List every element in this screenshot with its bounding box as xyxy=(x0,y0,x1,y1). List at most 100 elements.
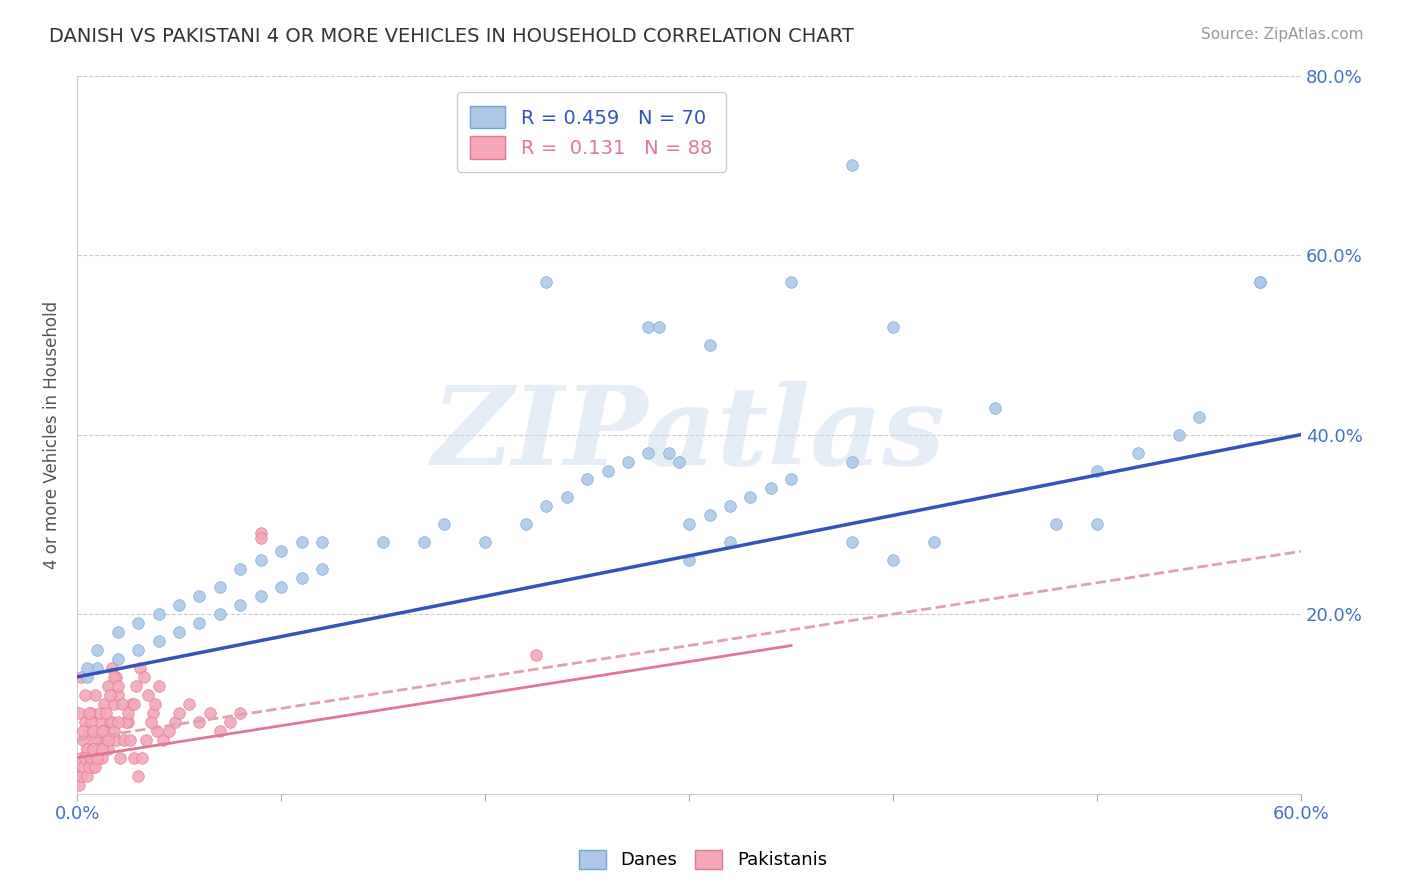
Point xyxy=(84,732,107,747)
Point xyxy=(148,679,170,693)
Point xyxy=(127,616,149,631)
Point xyxy=(79,723,101,738)
Point xyxy=(1085,517,1108,532)
Point xyxy=(1045,517,1067,532)
Point xyxy=(219,714,242,729)
Point xyxy=(90,751,112,765)
Point xyxy=(72,723,94,738)
Point xyxy=(67,778,90,792)
Point xyxy=(188,714,211,729)
Point xyxy=(97,732,120,747)
Legend: Danes, Pakistanis: Danes, Pakistanis xyxy=(569,841,837,879)
Point xyxy=(780,275,803,289)
Point xyxy=(103,697,125,711)
Point xyxy=(270,580,292,594)
Point xyxy=(93,723,115,738)
Point xyxy=(167,625,190,640)
Point xyxy=(984,401,1007,415)
Point xyxy=(86,732,108,747)
Point xyxy=(122,751,145,765)
Point xyxy=(1126,445,1149,459)
Point xyxy=(699,338,721,352)
Point xyxy=(249,553,271,567)
Point xyxy=(76,741,98,756)
Point xyxy=(97,679,120,693)
Point xyxy=(882,319,904,334)
Point xyxy=(145,723,167,738)
Point xyxy=(678,517,700,532)
Point xyxy=(718,500,741,514)
Point xyxy=(107,652,129,666)
Point xyxy=(188,589,211,603)
Point xyxy=(841,454,863,468)
Point xyxy=(86,661,108,675)
Point xyxy=(208,580,231,594)
Point xyxy=(841,535,863,549)
Point xyxy=(740,491,762,505)
Point xyxy=(1167,427,1189,442)
Point xyxy=(117,714,139,729)
Point xyxy=(86,741,108,756)
Text: ZIPatlas: ZIPatlas xyxy=(432,381,946,488)
Point xyxy=(229,706,252,720)
Point xyxy=(89,714,111,729)
Text: Source: ZipAtlas.com: Source: ZipAtlas.com xyxy=(1201,27,1364,42)
Point xyxy=(94,706,117,720)
Point xyxy=(107,688,129,702)
Point xyxy=(108,751,131,765)
Point xyxy=(127,769,149,783)
Point xyxy=(412,535,434,549)
Point xyxy=(188,616,211,631)
Point xyxy=(780,473,803,487)
Point xyxy=(142,706,165,720)
Point xyxy=(127,643,149,657)
Point xyxy=(148,634,170,648)
Point xyxy=(515,517,537,532)
Point xyxy=(82,760,104,774)
Point xyxy=(80,706,103,720)
Point xyxy=(76,661,98,675)
Point xyxy=(100,661,122,675)
Point xyxy=(311,535,333,549)
Point xyxy=(84,688,107,702)
Point xyxy=(82,741,104,756)
Point xyxy=(841,158,863,172)
Point xyxy=(922,535,945,549)
Point xyxy=(72,760,94,774)
Point xyxy=(84,760,107,774)
Point xyxy=(100,714,122,729)
Point xyxy=(249,526,271,541)
Point xyxy=(139,714,162,729)
Point xyxy=(67,706,90,720)
Point xyxy=(1249,275,1271,289)
Point xyxy=(86,643,108,657)
Point xyxy=(536,275,558,289)
Point xyxy=(718,535,741,549)
Point xyxy=(433,517,456,532)
Point xyxy=(125,679,148,693)
Point xyxy=(163,714,186,729)
Point xyxy=(131,751,153,765)
Point xyxy=(86,751,108,765)
Point xyxy=(97,741,120,756)
Point xyxy=(138,688,160,702)
Point xyxy=(121,697,143,711)
Point xyxy=(70,670,93,684)
Point xyxy=(249,531,271,545)
Point xyxy=(1188,409,1211,424)
Point xyxy=(536,500,558,514)
Point xyxy=(290,571,312,585)
Point xyxy=(157,723,180,738)
Point xyxy=(555,491,578,505)
Point xyxy=(107,714,129,729)
Point xyxy=(179,697,201,711)
Point xyxy=(229,598,252,612)
Point xyxy=(94,732,117,747)
Point xyxy=(699,508,721,523)
Point xyxy=(576,473,599,487)
Point xyxy=(80,751,103,765)
Point xyxy=(474,535,496,549)
Point xyxy=(1085,463,1108,477)
Point xyxy=(67,769,90,783)
Point xyxy=(104,670,127,684)
